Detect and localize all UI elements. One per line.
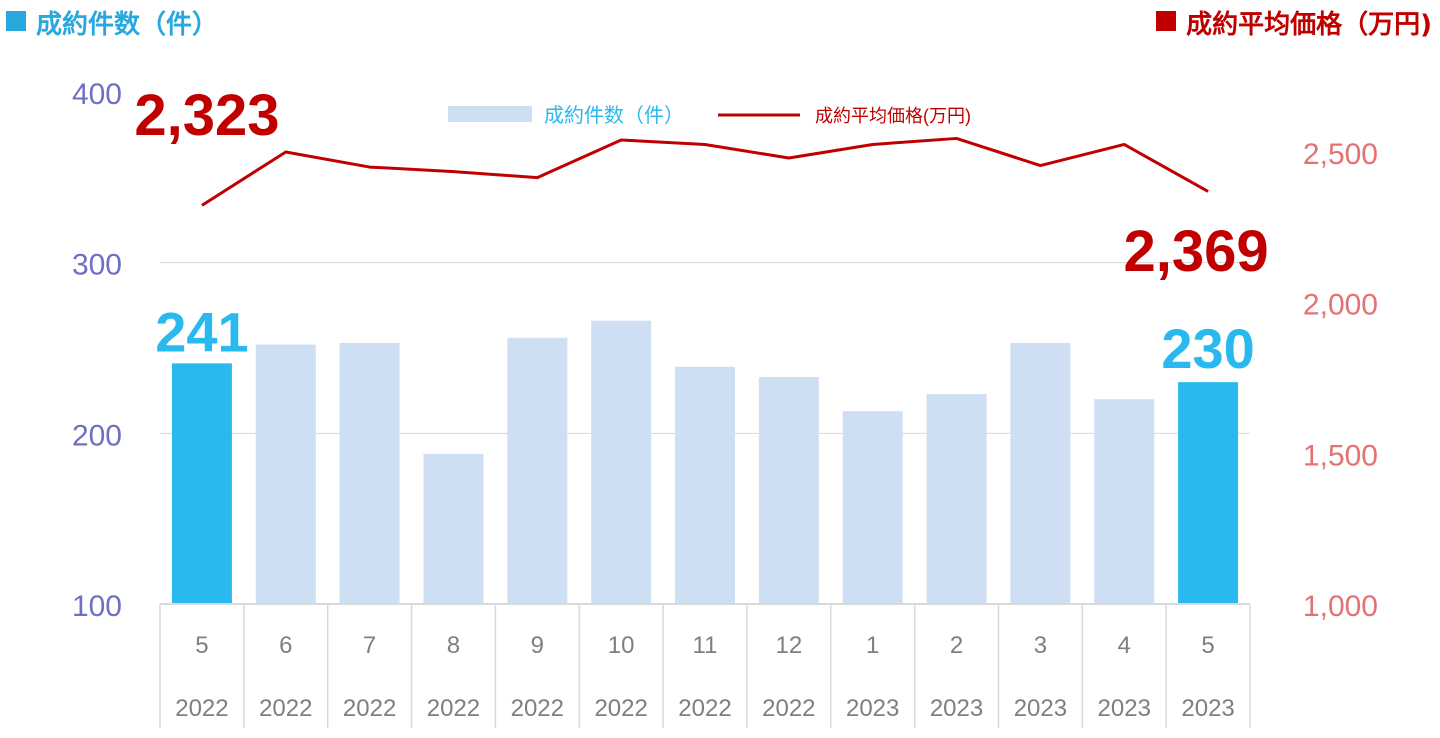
left-axis-header-label: 成約件数（件） — [36, 10, 219, 40]
x-tick-label-month: 9 — [531, 632, 544, 659]
legend-bar-swatch — [448, 106, 532, 122]
left-axis-header: 成約件数（件） — [6, 4, 218, 41]
x-tick-label-month: 5 — [1201, 632, 1214, 659]
x-tick-label-year: 2022 — [427, 695, 480, 722]
x-tick-label-year: 2023 — [1098, 695, 1151, 722]
bar-swatch-icon — [6, 11, 26, 31]
line-swatch-icon — [1156, 11, 1177, 31]
bar — [842, 411, 903, 604]
bar — [591, 320, 652, 604]
left-axis-tick-label: 100 — [72, 590, 122, 623]
bar — [423, 453, 484, 604]
left-axis-tick-label: 300 — [72, 249, 122, 282]
bar — [255, 344, 316, 604]
bar — [1094, 399, 1155, 604]
right-axis-header-label: 成約平均価格（万円) — [1186, 10, 1432, 40]
x-tick-label-year: 2022 — [259, 695, 312, 722]
legend-line-label: 成約平均価格(万円) — [815, 106, 971, 126]
x-tick-label-year: 2023 — [1014, 695, 1067, 722]
x-tick-label-year: 2022 — [511, 695, 564, 722]
x-tick-label-month: 8 — [447, 632, 460, 659]
bar — [507, 337, 568, 604]
right-axis-tick-label: 2,000 — [1303, 289, 1378, 322]
left-axis-tick-label: 200 — [72, 419, 122, 452]
bar — [171, 363, 232, 604]
bar — [339, 342, 400, 604]
x-tick-label-year: 2022 — [343, 695, 396, 722]
price-line — [201, 136, 1209, 207]
right-axis-tick-label: 1,500 — [1303, 439, 1378, 472]
x-tick-label-year: 2022 — [175, 695, 228, 722]
x-tick-label-month: 10 — [608, 632, 635, 659]
right-axis-header: 成約平均価格（万円) — [1156, 4, 1432, 41]
x-tick-label-month: 5 — [195, 632, 208, 659]
x-tick-label-month: 11 — [693, 632, 718, 659]
x-tick-label-year: 2023 — [1181, 695, 1234, 722]
x-tick-label-month: 7 — [363, 632, 376, 659]
x-tick-label-year: 2022 — [594, 695, 647, 722]
bar — [1010, 342, 1071, 604]
x-tick-label-year: 2022 — [678, 695, 731, 722]
data-label-last-line: 2,369 — [1123, 219, 1268, 284]
bar — [675, 366, 735, 604]
x-tick-label-month: 2 — [950, 632, 963, 659]
x-tick-label-year: 2023 — [846, 695, 899, 722]
legend-bar-label: 成約件数（件） — [544, 104, 684, 127]
bar — [758, 377, 819, 604]
right-axis-tick-label: 2,500 — [1303, 138, 1378, 171]
x-tick-label-year: 2022 — [762, 695, 815, 722]
left-axis-tick-label: 400 — [72, 78, 122, 111]
bar — [926, 394, 987, 604]
x-tick-label-month: 1 — [866, 632, 879, 659]
bar — [1178, 382, 1239, 604]
data-label-last-bar: 230 — [1161, 317, 1254, 380]
right-axis-tick-label: 1,000 — [1303, 590, 1378, 623]
x-tick-label-month: 3 — [1034, 632, 1047, 659]
x-tick-label-month: 12 — [775, 632, 802, 659]
x-tick-label-year: 2023 — [930, 695, 983, 722]
x-tick-label-month: 6 — [279, 632, 292, 659]
data-label-first-line: 2,323 — [134, 83, 279, 148]
data-label-first-bar: 241 — [155, 300, 248, 363]
x-tick-label-month: 4 — [1118, 632, 1131, 659]
